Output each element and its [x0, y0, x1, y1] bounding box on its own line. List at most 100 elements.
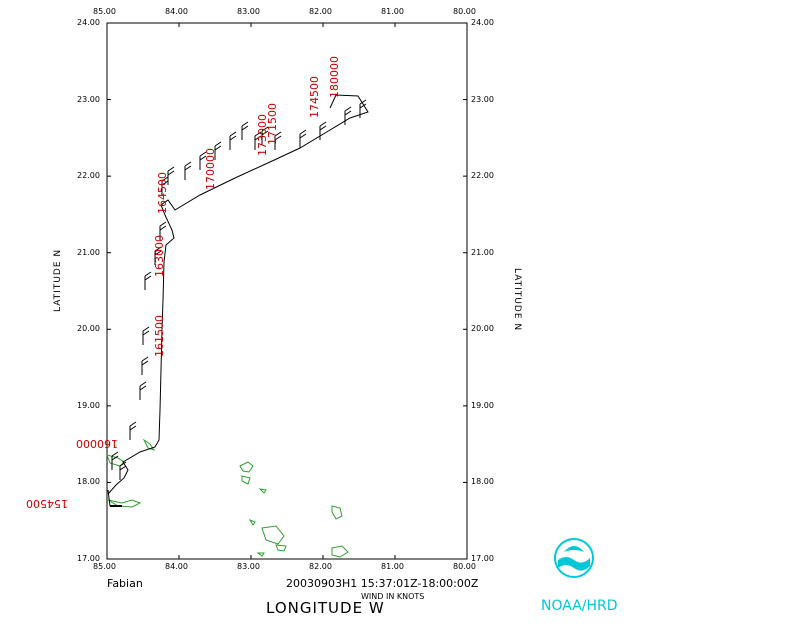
wind-barb-flag — [241, 125, 249, 131]
noaa-logo-icon — [554, 538, 594, 578]
map-frame — [106, 22, 468, 560]
wind-barb-flag — [161, 180, 169, 186]
wind-barb-flag — [159, 221, 167, 227]
time-label: 160000 — [76, 437, 118, 450]
wind-barb-flag — [154, 250, 162, 256]
track-line — [107, 94, 369, 495]
lat-tick-label-left: 23.00 — [77, 94, 100, 104]
wind-barb-flag — [254, 131, 262, 137]
wind-barb-flag — [359, 99, 367, 105]
wind-barb-flag — [142, 326, 150, 332]
wind-barb-flag — [129, 421, 137, 427]
lat-tick-label-left: 17.00 — [77, 554, 100, 563]
island-outline — [241, 475, 251, 485]
island-outline — [248, 518, 256, 526]
lat-tick-label-right: 17.00 — [471, 554, 494, 563]
lon-tick-label-bottom: 85.00 — [93, 562, 116, 571]
lat-tick-label-left: 20.00 — [77, 324, 100, 334]
wind-barb-flag — [274, 131, 282, 137]
y-axis-title-left: LATITUDE N — [53, 248, 63, 312]
wind-barb-flag — [141, 360, 149, 366]
axis-ticks — [106, 22, 468, 560]
time-label: 164500 — [156, 172, 169, 214]
wind-barb-flag — [299, 129, 307, 135]
wind-barb-flag — [319, 125, 327, 131]
island-outline — [256, 552, 265, 557]
wind-barb-flag — [274, 135, 282, 141]
land-outlines — [106, 438, 349, 558]
lat-tick-label-right: 20.00 — [471, 324, 494, 334]
y-axis-title-right: LATITUDE N — [512, 268, 522, 332]
wind-barb-flag — [129, 425, 137, 431]
wind-barb-flag — [199, 155, 207, 161]
lat-tick-label-left: 19.00 — [77, 400, 100, 410]
wind-barb-flag — [229, 135, 237, 141]
wind-barb-flag — [241, 121, 249, 127]
wind-barb-flag — [167, 166, 175, 172]
wind-barb-flag — [299, 133, 307, 139]
lon-tick-label-top: 83.00 — [237, 7, 260, 16]
wind-barb-flag — [154, 246, 162, 252]
wind-barb-flag — [167, 170, 175, 176]
island-outline — [331, 505, 343, 520]
wind-barb-flag — [142, 330, 150, 336]
wind-barb-flag — [144, 275, 152, 281]
time-label: 154500 — [26, 497, 68, 510]
units-label: WIND IN KNOTS — [361, 592, 425, 601]
lat-tick-label-right: 18.00 — [471, 477, 494, 487]
lon-tick-label-bottom: 83.00 — [237, 562, 260, 571]
wind-barb-flag — [229, 131, 237, 137]
lat-tick-label-right: 21.00 — [471, 247, 494, 257]
lon-tick-label-top: 82.00 — [309, 7, 332, 16]
time-label: 180000 — [328, 56, 341, 98]
island-outline — [331, 545, 349, 558]
wind-barb-flag — [214, 145, 222, 151]
track-segment — [107, 489, 111, 507]
wind-barb-flag — [144, 271, 152, 277]
time-label: 161500 — [153, 315, 166, 357]
lon-tick-label-top: 81.00 — [381, 7, 404, 16]
lat-tick-label-right: 24.00 — [471, 18, 494, 27]
wind-barbs — [111, 99, 367, 480]
wind-barb-flag — [119, 461, 127, 467]
time-label: 171500 — [266, 103, 279, 145]
wind-barb-flag — [139, 381, 147, 387]
x-axis-title: LONGITUDE W — [266, 599, 385, 617]
agency-label: NOAA/HRD — [541, 598, 618, 614]
island-outline — [142, 438, 156, 451]
time-labels: 154500 160000 161500 163000 164500 170000 1730… — [26, 56, 341, 510]
lon-tick-label-bottom: 82.00 — [309, 562, 332, 571]
datetime-range: 20030903H1 15:37:01Z-18:00:00Z — [286, 577, 479, 590]
lon-tick-label-top: 84.00 — [165, 7, 188, 16]
island-outline — [106, 454, 125, 467]
island-outline — [261, 525, 285, 545]
lat-tick-label-right: 22.00 — [471, 171, 494, 181]
lat-tick-label-left: 18.00 — [77, 477, 100, 487]
wind-barb-flag — [184, 165, 192, 171]
lat-tick-label-left: 22.00 — [77, 171, 100, 181]
time-label: 173000 — [256, 114, 269, 156]
wind-barb-flag — [359, 103, 367, 109]
wind-barb-flag — [261, 130, 269, 136]
lon-tick-label-top: 80.00 — [453, 7, 476, 16]
wind-barb-flag — [254, 135, 262, 141]
island-outline — [275, 544, 287, 552]
wind-barb-flag — [111, 455, 119, 461]
wind-barb-flag — [139, 385, 147, 391]
wind-barb-flag — [319, 121, 327, 127]
wind-barb-flag — [344, 110, 352, 116]
wind-barb-flag — [261, 126, 269, 132]
island-outline — [258, 488, 267, 494]
wind-barb-flag — [214, 141, 222, 147]
wind-barb-flag — [141, 356, 149, 362]
lon-tick-label-top: 85.00 — [93, 7, 116, 16]
wind-barb-flag — [159, 225, 167, 231]
lat-tick-label-right: 23.00 — [471, 94, 494, 104]
wind-barb-flag — [111, 451, 119, 457]
lat-tick-label-right: 19.00 — [471, 400, 494, 410]
lon-tick-label-bottom: 84.00 — [165, 562, 188, 571]
wind-barb-flag — [199, 151, 207, 157]
wind-barb-flag — [184, 161, 192, 167]
time-label: 170000 — [204, 148, 217, 190]
